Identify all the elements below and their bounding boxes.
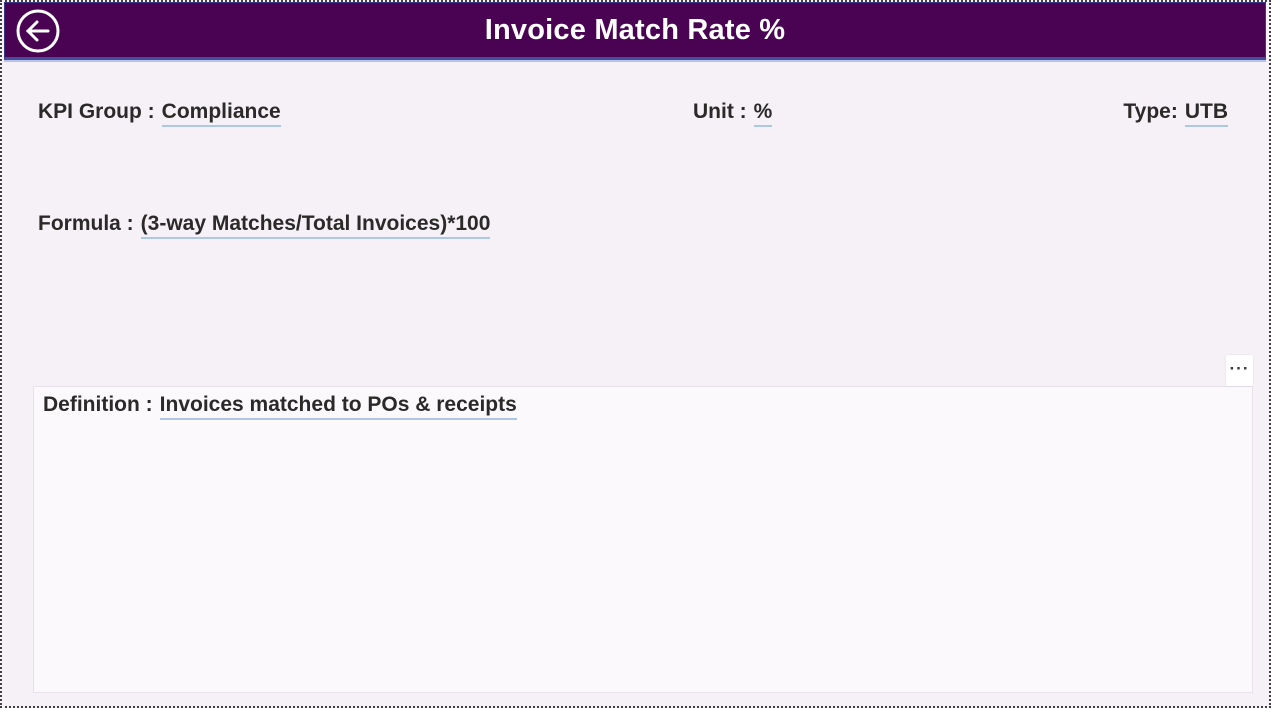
kpi-group-value: Compliance — [161, 100, 281, 127]
type-value: UTB — [1184, 100, 1228, 127]
definition-field: Definition : Invoices matched to POs & re… — [43, 393, 1243, 420]
formula-field: Formula : (3-way Matches/Total Invoices)*… — [38, 212, 491, 239]
back-button[interactable] — [15, 8, 61, 54]
definition-value: Invoices matched to POs & receipts — [159, 393, 517, 420]
unit-value: % — [753, 100, 773, 127]
definition-box: Definition : Invoices matched to POs & re… — [33, 386, 1253, 693]
back-arrow-icon — [15, 8, 61, 54]
formula-label: Formula : — [38, 212, 134, 235]
kpi-group-label: KPI Group : — [38, 100, 155, 123]
page-title: Invoice Match Rate % — [484, 13, 786, 46]
unit-field: Unit :% — [693, 100, 773, 127]
type-field: Type: UTB — [1123, 100, 1228, 127]
definition-label: Definition : — [43, 393, 153, 416]
app-header: Invoice Match Rate % — [4, 2, 1266, 60]
kpi-group-field: KPI Group : Compliance — [38, 100, 281, 127]
unit-label: Unit : — [693, 100, 747, 123]
more-options-button[interactable]: ··· — [1226, 355, 1253, 386]
formula-value: (3-way Matches/Total Invoices)*100 — [140, 212, 491, 239]
ellipsis-icon: ··· — [1229, 359, 1250, 378]
type-label: Type: — [1123, 100, 1178, 123]
